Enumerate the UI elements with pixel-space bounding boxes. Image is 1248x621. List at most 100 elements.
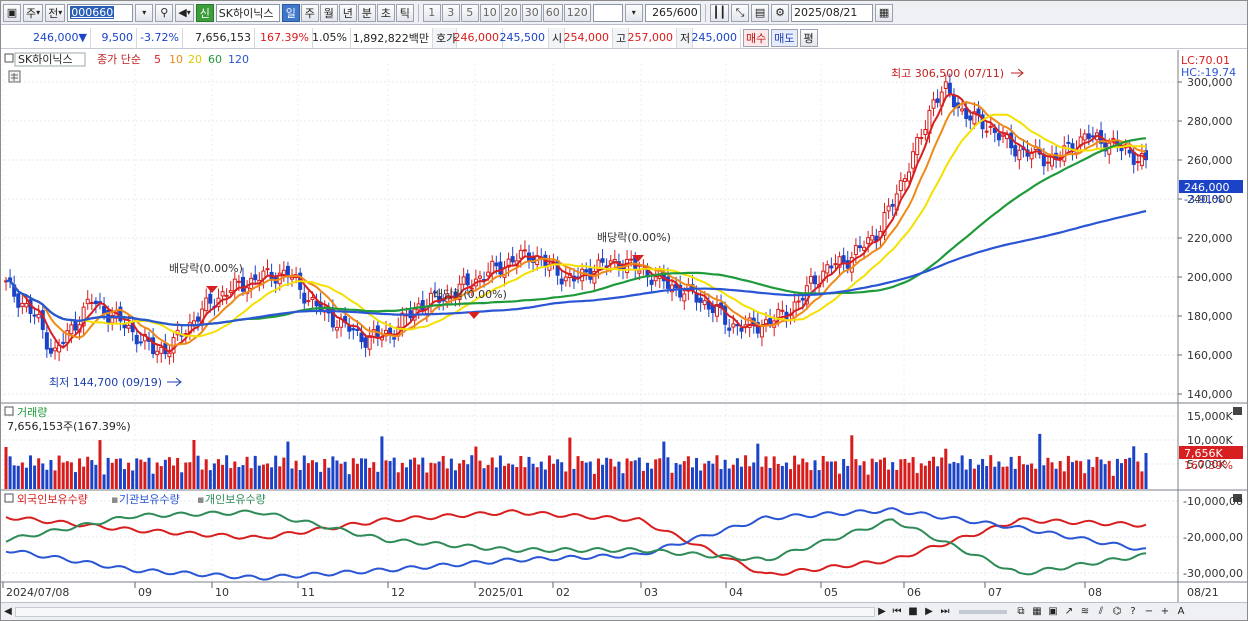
panel-toggle-icon[interactable] — [4, 406, 14, 416]
candle-body — [584, 269, 589, 273]
volume-bar — [968, 459, 972, 489]
sell-button[interactable]: 매도 — [771, 28, 798, 47]
volume-bar — [135, 458, 139, 489]
period-tab[interactable]: 일 — [281, 3, 300, 22]
candle-body — [943, 81, 948, 89]
font-size-button[interactable]: A — [1173, 605, 1189, 619]
volume-bar — [964, 469, 968, 489]
stop-button[interactable]: ■ — [905, 605, 921, 619]
volume-bar — [421, 457, 425, 489]
volume-bar — [789, 469, 793, 489]
candle-body — [951, 94, 956, 108]
stock-chart[interactable]: SK하이닉스 종가 단순 5 10 20 60 120 LC:70.01 HC:… — [1, 50, 1247, 603]
period-tab[interactable]: 분 — [357, 3, 376, 22]
zoom-in-button[interactable]: + — [1157, 605, 1173, 619]
help-button[interactable]: ? — [1125, 605, 1141, 619]
stock-code-input[interactable]: 000660 — [67, 3, 134, 22]
period-tab[interactable]: 주 — [300, 3, 319, 22]
credit-badge[interactable]: 신 — [195, 3, 214, 22]
interval-dropdown-button[interactable]: ▾ — [624, 3, 643, 22]
volume-bar — [502, 465, 506, 489]
line-tool-button[interactable]: ↗ — [1061, 605, 1077, 619]
settings-button[interactable]: ⚙ — [771, 3, 790, 22]
candle-body — [196, 316, 201, 322]
sound-button[interactable]: ◀︎ ▾ — [175, 3, 194, 22]
panel-close-icon[interactable] — [1233, 494, 1242, 502]
volume-bar — [127, 462, 131, 489]
ma-legend-60: 60 — [208, 53, 222, 66]
volume-bar — [923, 465, 927, 489]
save-button[interactable]: ▤ — [751, 3, 770, 22]
fib-tool-button[interactable]: ≋ — [1077, 605, 1093, 619]
period-tab[interactable]: 초 — [376, 3, 395, 22]
forward-button[interactable]: ⏭ — [937, 605, 953, 619]
price-tick-label: 200,000 — [1187, 271, 1233, 284]
legend-sep: ▪ — [111, 493, 118, 506]
candle-type-button[interactable]: ┃┃ — [709, 3, 730, 22]
buy-button[interactable]: 매수 — [743, 28, 770, 47]
volume-bar — [985, 466, 989, 489]
calendar-button[interactable]: ▦ — [875, 3, 894, 22]
volume-title: 거래량 — [17, 406, 47, 419]
volume-bar — [229, 468, 233, 489]
panel-close-icon[interactable] — [1233, 407, 1242, 415]
volume-bar — [981, 458, 985, 489]
volume-bar — [204, 459, 208, 489]
prev-selector[interactable]: 전 ▾ — [45, 3, 66, 22]
interval-tab[interactable]: 3 — [441, 3, 460, 22]
volume-bar — [646, 462, 650, 489]
date-field[interactable]: 2025/08/21 — [791, 3, 874, 22]
candle-body — [984, 130, 989, 133]
horizontal-scrollbar[interactable] — [15, 606, 875, 617]
period-tab[interactable]: 틱 — [395, 3, 414, 22]
count-field[interactable]: 265/600 — [644, 3, 701, 22]
volume-bar — [629, 461, 633, 489]
period-tab[interactable]: 월 — [319, 3, 338, 22]
search-button[interactable]: ⚲ — [155, 3, 174, 22]
period-tab[interactable]: 년 — [338, 3, 357, 22]
grid-button[interactable]: ▦ — [1029, 605, 1045, 619]
custom-interval-input[interactable] — [592, 3, 623, 22]
volume-bar — [1136, 461, 1140, 489]
compare-button[interactable]: ⧉ — [1013, 605, 1029, 619]
panel-toggle-icon[interactable] — [4, 493, 14, 503]
candle-body — [862, 246, 867, 251]
volume-bar — [1140, 471, 1144, 489]
candle-body — [1135, 161, 1140, 164]
volume-bar — [572, 468, 576, 489]
interval-tab[interactable]: 30 — [521, 3, 542, 22]
candle-body — [833, 263, 838, 266]
x-axis-label: 06 — [907, 586, 921, 599]
dividend-marker-icon — [468, 312, 480, 319]
interval-tab[interactable]: 120 — [563, 3, 591, 22]
candle-body — [265, 268, 270, 271]
interval-tab[interactable]: 10 — [479, 3, 500, 22]
candle-body — [314, 300, 319, 307]
interval-tab[interactable]: 60 — [542, 3, 563, 22]
scroll-left-button[interactable]: ◀ — [1, 605, 15, 619]
rewind-button[interactable]: ⏮ — [889, 605, 905, 619]
period-selector[interactable]: 주 ▾ — [23, 3, 44, 22]
interval-tab[interactable]: 1 — [422, 3, 441, 22]
volume-bar — [1005, 466, 1009, 489]
stock-name-field[interactable]: SK하이닉스 — [215, 3, 280, 22]
volume-bar — [699, 470, 703, 489]
channel-tool-button[interactable]: ⫽ — [1093, 605, 1109, 619]
speed-slider[interactable] — [959, 609, 1007, 614]
scroll-right-button[interactable]: ▶ — [875, 605, 889, 619]
stock-tag-label: SK하이닉스 — [18, 52, 73, 66]
screenshot-button[interactable]: ⌬ — [1109, 605, 1125, 619]
play-button[interactable]: ▶ — [921, 605, 937, 619]
current-price: 246,000 ▼ — [3, 27, 91, 48]
interval-tab[interactable]: 5 — [460, 3, 479, 22]
volume-bar — [515, 466, 519, 489]
layout-button[interactable]: ▣ — [1045, 605, 1061, 619]
window-icon[interactable]: ▣ — [3, 3, 21, 22]
draw-tool-button[interactable]: ⤡ — [731, 3, 750, 22]
code-dropdown-button[interactable]: ▾ — [135, 3, 154, 22]
eval-button[interactable]: 평 — [799, 28, 818, 47]
panel-toggle-icon[interactable] — [4, 53, 14, 63]
candle-body — [1066, 141, 1071, 144]
zoom-out-button[interactable]: − — [1141, 605, 1157, 619]
interval-tab[interactable]: 20 — [500, 3, 521, 22]
